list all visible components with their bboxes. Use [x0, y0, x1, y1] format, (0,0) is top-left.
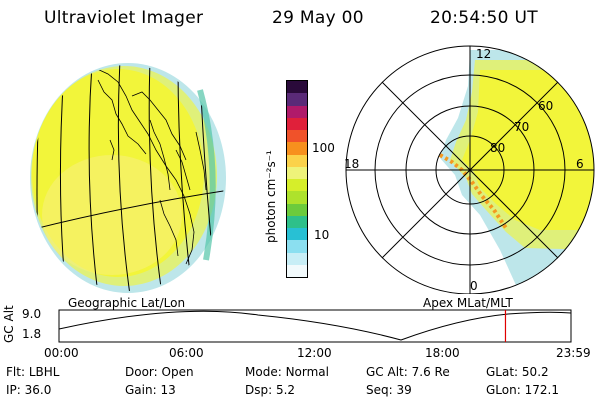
mlt-label-12: 12 — [476, 47, 491, 61]
colorbar-gradient — [287, 81, 307, 277]
colorbar-band — [287, 191, 307, 204]
info-door: Door: Open — [125, 365, 194, 379]
colorbar-unit-label: photon cm⁻²s⁻¹ — [264, 150, 278, 243]
colorbar-band — [287, 203, 307, 216]
polar-plot: 12 18 6 0 60 70 80 — [344, 45, 595, 294]
coastline-outlines — [79, 67, 207, 265]
geographic-earth-disk — [30, 63, 226, 293]
info-gc-alt: GC Alt: 7.6 Re — [366, 365, 450, 379]
colorbar-band — [287, 154, 307, 167]
info-glat: GLat: 50.2 — [486, 365, 549, 379]
lat-label-80: 80 — [490, 141, 505, 155]
colorbar-band — [287, 240, 307, 253]
date-label: 29 May 00 — [272, 8, 364, 28]
geographic-image — [30, 63, 226, 293]
timeline-ytick-high: 9.0 — [22, 307, 42, 321]
timeline-axis-label: GC Alt — [2, 305, 16, 343]
mlt-label-0: 0 — [470, 279, 478, 293]
timeline-xtick-0600: 06:00 — [169, 346, 204, 360]
info-dsp: Dsp: 5.2 — [245, 383, 296, 397]
apex-caption: Apex MLat/MLT — [423, 296, 513, 310]
timeline-xtick-1200: 12:00 — [297, 346, 332, 360]
timeline-xtick-2359: 23:59 — [556, 346, 591, 360]
mlt-label-6: 6 — [576, 157, 584, 171]
instrument-title: Ultraviolet Imager — [44, 8, 204, 28]
timeline-xtick-0000: 00:00 — [44, 346, 79, 360]
timeline-frame — [58, 309, 572, 343]
time-label: 20:54:50 UT — [430, 8, 538, 28]
colorbar-band — [287, 166, 307, 179]
colorbar-tick-10: 10 — [314, 228, 330, 242]
polar-grid — [345, 45, 595, 294]
colorbar-band — [287, 252, 307, 265]
info-mode: Mode: Normal — [245, 365, 329, 379]
info-ip: IP: 36.0 — [6, 383, 52, 397]
colorbar-band — [287, 215, 307, 228]
polar-aurora — [438, 50, 594, 294]
colorbar-band — [287, 105, 307, 118]
colorbar-band — [287, 228, 307, 241]
colorbar-band — [287, 130, 307, 143]
colorbar-tick-100: 100 — [312, 141, 335, 155]
info-flt: Flt: LBHL — [6, 365, 60, 379]
info-gain: Gain: 13 — [125, 383, 176, 397]
colorbar — [286, 80, 308, 278]
colorbar-band — [287, 179, 307, 192]
lat-label-70: 70 — [514, 120, 529, 134]
orbit-altitude-plot — [58, 309, 572, 343]
timeline-ytick-low: 1.8 — [22, 327, 42, 341]
info-seq: Seq: 39 — [366, 383, 412, 397]
colorbar-band — [287, 93, 307, 106]
mlt-label-18: 18 — [344, 157, 359, 171]
colorbar-band — [287, 117, 307, 130]
geographic-caption: Geographic Lat/Lon — [68, 296, 186, 310]
colorbar-band — [287, 81, 307, 94]
altitude-curve — [58, 310, 572, 341]
info-glon: GLon: 172.1 — [486, 383, 559, 397]
colorbar-band — [287, 264, 307, 277]
timeline-xtick-1800: 18:00 — [425, 346, 460, 360]
colorbar-band — [287, 142, 307, 155]
lat-label-60: 60 — [538, 99, 553, 113]
